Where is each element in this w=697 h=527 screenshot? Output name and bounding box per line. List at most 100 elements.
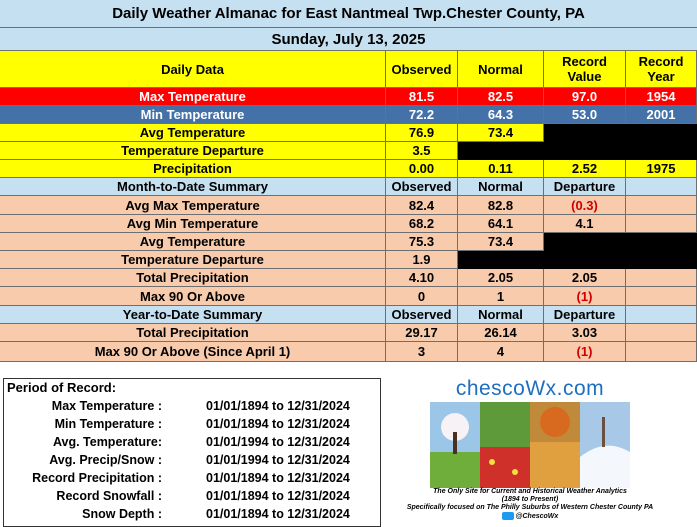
year-header-label: Year-to-Date Summary — [0, 306, 386, 324]
year-cell-blank — [626, 342, 697, 362]
period-range: 01/01/1894 to 12/31/2024 — [206, 399, 350, 413]
blackout-block — [458, 142, 697, 160]
year-header-blank — [626, 306, 697, 324]
month-cell-observed: 0 — [386, 287, 458, 306]
daily-cell-normal: 82.5 — [458, 88, 544, 106]
period-range: 01/01/1894 to 12/31/2024 — [206, 471, 350, 485]
month-cell-observed: 75.3 — [386, 233, 458, 251]
daily-cell-observed: 0.00 — [386, 160, 458, 178]
blackout-block — [544, 233, 697, 251]
period-row: Record Snowfall : 01/01/1894 to 12/31/20… — [4, 489, 380, 507]
daily-cell-record-year: 1975 — [626, 160, 697, 178]
date-bar: Sunday, July 13, 2025 — [0, 28, 697, 51]
month-cell-blank — [626, 215, 697, 233]
month-cell-normal: 2.05 — [458, 269, 544, 287]
almanac-title: Daily Weather Almanac for East Nantmeal … — [112, 5, 585, 22]
seasons-image — [430, 402, 630, 488]
daily-header-normal: Normal — [458, 51, 544, 88]
year-header-departure: Departure — [544, 306, 626, 324]
period-row: Min Temperature : 01/01/1894 to 12/31/20… — [4, 417, 380, 435]
year-cell-normal: 26.14 — [458, 324, 544, 342]
daily-cell-normal: 73.4 — [458, 124, 544, 142]
period-range: 01/01/1994 to 12/31/2024 — [206, 453, 350, 467]
year-cell-departure: (1) — [544, 342, 626, 362]
month-cell-departure: (0.3) — [544, 196, 626, 215]
month-header-observed: Observed — [386, 178, 458, 196]
period-row: Avg. Temperature: 01/01/1994 to 12/31/20… — [4, 435, 380, 453]
daily-cell-record-value: 53.0 — [544, 106, 626, 124]
daily-cell-record-value: 97.0 — [544, 88, 626, 106]
blackout-block — [458, 251, 697, 269]
daily-cell-observed: 3.5 — [386, 142, 458, 160]
logo-tagline: The Only Site for Current and Historical… — [406, 488, 654, 511]
twitter-handle[interactable]: @ChescoWx — [385, 512, 675, 520]
period-label: Record Precipitation : — [32, 471, 162, 485]
daily-header-record-year: Record Year — [626, 51, 697, 88]
almanac-title-bar: Daily Weather Almanac for East Nantmeal … — [0, 0, 697, 28]
daily-cell-observed: 72.2 — [386, 106, 458, 124]
month-cell-departure: 4.1 — [544, 215, 626, 233]
period-row: Max Temperature : 01/01/1894 to 12/31/20… — [4, 399, 380, 417]
month-row-label: Avg Min Temperature — [0, 215, 386, 233]
year-header-observed: Observed — [386, 306, 458, 324]
twitter-icon — [501, 512, 514, 520]
period-row: Snow Depth : 01/01/1894 to 12/31/2024 — [4, 507, 380, 525]
month-cell-departure: 2.05 — [544, 269, 626, 287]
daily-header-label: Daily Data — [0, 51, 386, 88]
month-row-label: Total Precipitation — [0, 269, 386, 287]
year-header-normal: Normal — [458, 306, 544, 324]
month-row-label: Temperature Departure — [0, 251, 386, 269]
period-title: Period of Record: — [7, 380, 117, 395]
period-label: Max Temperature : — [51, 399, 162, 413]
daily-cell-observed: 76.9 — [386, 124, 458, 142]
daily-cell-record-value: 2.52 — [544, 160, 626, 178]
month-cell-normal: 73.4 — [458, 233, 544, 251]
month-cell-normal: 64.1 — [458, 215, 544, 233]
month-cell-observed: 1.9 — [386, 251, 458, 269]
month-cell-observed: 82.4 — [386, 196, 458, 215]
period-row: Avg. Precip/Snow : 01/01/1994 to 12/31/2… — [4, 453, 380, 471]
year-cell-normal: 4 — [458, 342, 544, 362]
month-cell-departure: (1) — [544, 287, 626, 306]
month-cell-normal: 1 — [458, 287, 544, 306]
period-label: Record Snowfall : — [56, 489, 162, 503]
month-row-label: Avg Temperature — [0, 233, 386, 251]
period-label: Min Temperature : — [54, 417, 162, 431]
daily-cell-normal: 64.3 — [458, 106, 544, 124]
daily-cell-observed: 81.5 — [386, 88, 458, 106]
month-cell-blank — [626, 269, 697, 287]
year-row-label: Max 90 Or Above (Since April 1) — [0, 342, 386, 362]
daily-row-label: Precipitation — [0, 160, 386, 178]
period-label: Avg. Precip/Snow : — [49, 453, 162, 467]
period-label: Snow Depth : — [82, 507, 162, 521]
month-row-label: Avg Max Temperature — [0, 196, 386, 215]
period-range: 01/01/1994 to 12/31/2024 — [206, 435, 350, 449]
daily-header-record-value: Record Value — [544, 51, 626, 88]
year-row-label: Total Precipitation — [0, 324, 386, 342]
month-header-label: Month-to-Date Summary — [0, 178, 386, 196]
daily-cell-record-year: 2001 — [626, 106, 697, 124]
daily-row-label: Min Temperature — [0, 106, 386, 124]
daily-cell-normal: 0.11 — [458, 160, 544, 178]
month-cell-observed: 68.2 — [386, 215, 458, 233]
year-cell-observed: 29.17 — [386, 324, 458, 342]
period-of-record-panel: Period of Record: Max Temperature : 01/0… — [3, 378, 381, 527]
period-row: Record Precipitation : 01/01/1894 to 12/… — [4, 471, 380, 489]
logo-site-name: chescoWx.com — [455, 377, 605, 400]
month-header-blank — [626, 178, 697, 196]
period-range: 01/01/1894 to 12/31/2024 — [206, 489, 350, 503]
period-range: 01/01/1894 to 12/31/2024 — [206, 507, 350, 521]
year-cell-blank — [626, 324, 697, 342]
month-cell-blank — [626, 287, 697, 306]
daily-row-label: Max Temperature — [0, 88, 386, 106]
daily-row-label: Temperature Departure — [0, 142, 386, 160]
month-header-normal: Normal — [458, 178, 544, 196]
almanac-date: Sunday, July 13, 2025 — [271, 30, 426, 48]
period-label: Avg. Temperature: — [52, 435, 162, 449]
daily-row-label: Avg Temperature — [0, 124, 386, 142]
month-header-departure: Departure — [544, 178, 626, 196]
daily-header-observed: Observed — [386, 51, 458, 88]
daily-cell-record-year: 1954 — [626, 88, 697, 106]
year-cell-observed: 3 — [386, 342, 458, 362]
month-cell-normal: 82.8 — [458, 196, 544, 215]
